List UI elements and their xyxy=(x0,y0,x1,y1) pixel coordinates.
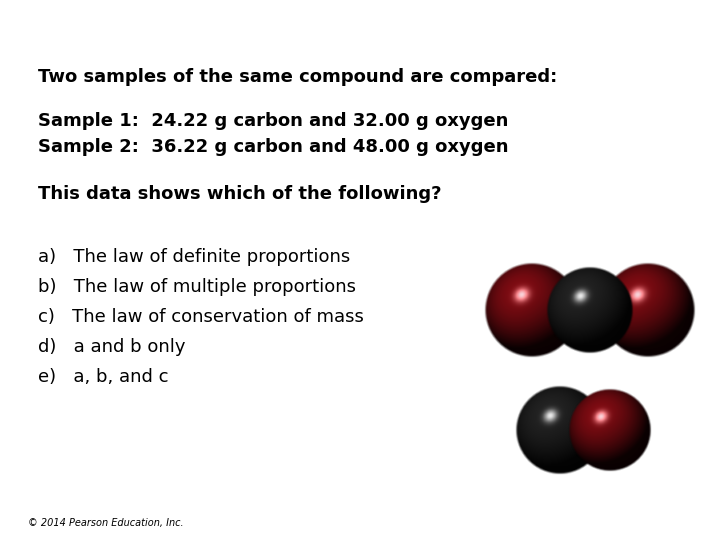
Text: c)   The law of conservation of mass: c) The law of conservation of mass xyxy=(38,308,364,326)
Text: Two samples of the same compound are compared:: Two samples of the same compound are com… xyxy=(38,68,557,86)
Text: d)   a and b only: d) a and b only xyxy=(38,338,186,356)
Text: Sample 1:  24.22 g carbon and 32.00 g oxygen: Sample 1: 24.22 g carbon and 32.00 g oxy… xyxy=(38,112,508,130)
Text: This data shows which of the following?: This data shows which of the following? xyxy=(38,185,441,203)
Text: © 2014 Pearson Education, Inc.: © 2014 Pearson Education, Inc. xyxy=(28,518,184,528)
Text: e)   a, b, and c: e) a, b, and c xyxy=(38,368,168,386)
Text: Sample 2:  36.22 g carbon and 48.00 g oxygen: Sample 2: 36.22 g carbon and 48.00 g oxy… xyxy=(38,138,508,156)
Text: b)   The law of multiple proportions: b) The law of multiple proportions xyxy=(38,278,356,296)
Text: a)   The law of definite proportions: a) The law of definite proportions xyxy=(38,248,350,266)
